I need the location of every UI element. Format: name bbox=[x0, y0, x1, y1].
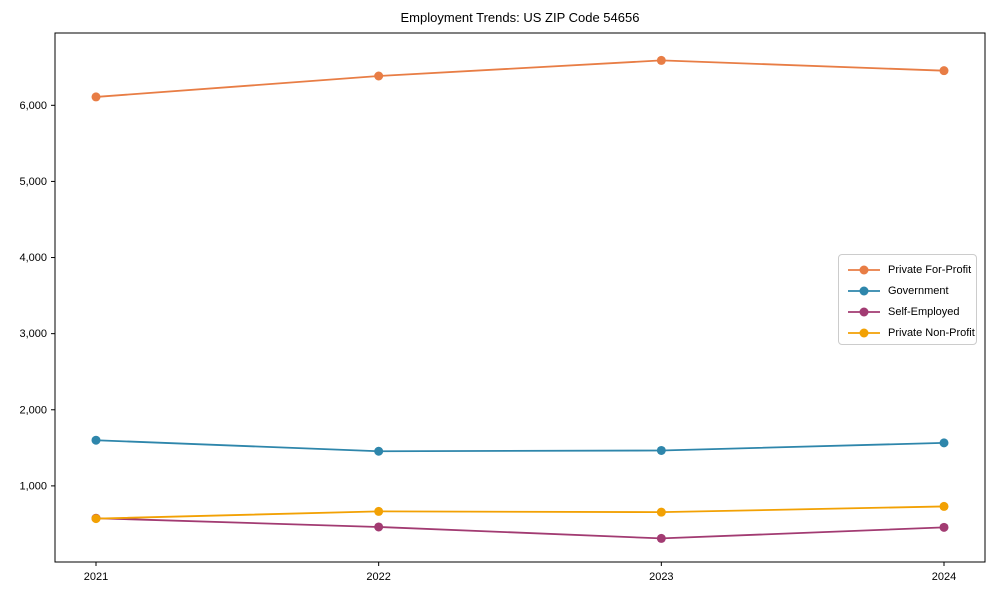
legend-marker-icon bbox=[848, 286, 880, 295]
data-point-private-non-profit bbox=[939, 501, 949, 511]
chart-title: Employment Trends: US ZIP Code 54656 bbox=[400, 10, 640, 25]
legend-marker-icon bbox=[848, 328, 880, 337]
data-point-private-for-profit bbox=[939, 66, 949, 76]
y-tick-label: 3,000 bbox=[19, 328, 47, 340]
data-point-private-for-profit bbox=[374, 71, 384, 81]
data-point-self-employed bbox=[656, 533, 666, 543]
data-point-private-non-profit bbox=[656, 507, 666, 517]
legend-dot-swatch bbox=[859, 328, 869, 337]
data-point-private-non-profit bbox=[374, 506, 384, 516]
legend-dot-swatch bbox=[859, 265, 869, 274]
y-tick-label: 6,000 bbox=[19, 100, 47, 112]
legend: Private For-Profit Government Self-Employe… bbox=[838, 254, 977, 345]
legend-dot-swatch bbox=[859, 307, 869, 316]
legend-label: Private For-Profit bbox=[888, 263, 972, 276]
legend-marker-icon bbox=[848, 265, 880, 274]
data-point-private-for-profit bbox=[656, 55, 666, 65]
data-point-private-non-profit bbox=[91, 514, 101, 524]
legend-label: Self-Employed bbox=[888, 305, 960, 318]
series-line-self-employed bbox=[95, 517, 945, 540]
data-point-government bbox=[374, 446, 384, 456]
legend-dot-swatch bbox=[859, 286, 869, 295]
y-tick-label: 1,000 bbox=[19, 480, 47, 492]
x-tick-label: 2022 bbox=[366, 571, 390, 583]
legend-item: Private For-Profit bbox=[847, 259, 976, 280]
legend-item: Self-Employed bbox=[847, 301, 976, 322]
legend-item: Government bbox=[847, 280, 976, 301]
data-point-government bbox=[939, 438, 949, 448]
legend-item: Private Non-Profit bbox=[847, 322, 976, 343]
data-point-government bbox=[656, 445, 666, 455]
plot-frame bbox=[54, 32, 986, 563]
series-line-private-non-profit bbox=[95, 505, 945, 520]
y-tick-label: 5,000 bbox=[19, 176, 47, 188]
legend-marker-icon bbox=[848, 307, 880, 316]
series-line-government bbox=[95, 439, 945, 453]
legend-label: Private Non-Profit bbox=[888, 326, 975, 339]
y-tick-label: 2,000 bbox=[19, 404, 47, 416]
data-point-self-employed bbox=[939, 522, 949, 532]
x-tick-label: 2021 bbox=[84, 571, 108, 583]
legend-label: Government bbox=[888, 284, 949, 297]
data-point-private-for-profit bbox=[91, 92, 101, 102]
x-tick-label: 2023 bbox=[649, 571, 673, 583]
x-tick-label: 2024 bbox=[932, 571, 956, 583]
data-point-government bbox=[91, 435, 101, 445]
series-line-private-for-profit bbox=[95, 59, 945, 98]
y-tick-label: 4,000 bbox=[19, 252, 47, 264]
data-point-self-employed bbox=[374, 522, 384, 532]
